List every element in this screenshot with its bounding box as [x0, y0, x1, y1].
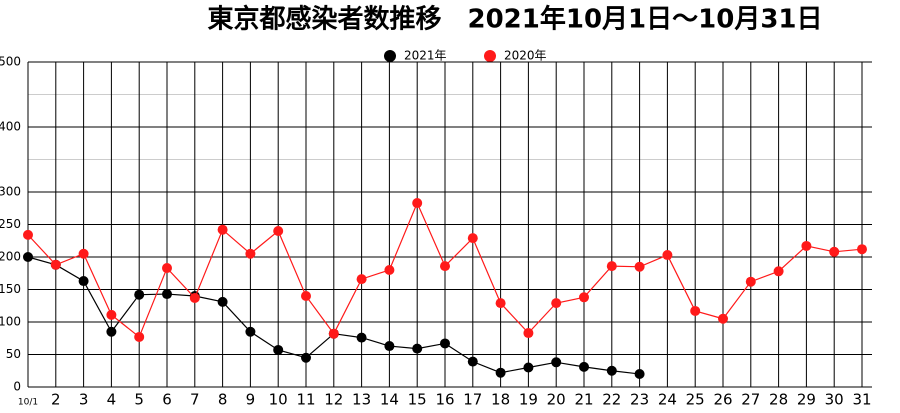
x-tick-label: 21 [574, 391, 593, 409]
data-point [718, 313, 728, 324]
data-point [412, 343, 423, 354]
x-tick-label: 4 [107, 391, 117, 409]
data-point [217, 296, 228, 307]
x-tick-label: 9 [246, 391, 256, 409]
x-tick-label: 22 [602, 391, 621, 409]
data-point [579, 361, 589, 372]
x-tick-label: 11 [296, 391, 315, 409]
data-point [662, 250, 673, 261]
legend: 2021年 2020年 [370, 46, 560, 66]
x-tick-label: 26 [713, 391, 732, 409]
x-tick-label: 28 [769, 391, 788, 409]
data-point [356, 274, 367, 285]
data-point [356, 332, 367, 343]
data-point [384, 341, 395, 352]
y-tick-label: 250 [0, 217, 21, 231]
data-point [551, 298, 562, 309]
x-tick-label: 20 [547, 391, 566, 409]
data-point [328, 328, 339, 339]
data-point [134, 289, 145, 300]
x-tick-label: 10 [269, 391, 288, 409]
data-point [50, 259, 61, 270]
data-point [606, 261, 617, 272]
data-point [773, 266, 784, 277]
y-tick-label: 500 [0, 55, 21, 69]
x-tick-label: 30 [825, 391, 844, 409]
data-point [440, 261, 450, 272]
data-point [467, 233, 478, 244]
data-point [217, 224, 228, 235]
chart-title: 東京都感染者数推移 2021年10月1日～10月31日 [208, 4, 823, 35]
data-point [606, 365, 617, 376]
y-tick-label: 0 [13, 380, 21, 394]
data-point [273, 226, 284, 236]
data-point [106, 309, 117, 320]
x-tick-label: 24 [658, 391, 677, 409]
legend-label: 2021年 [404, 49, 447, 63]
x-tick-label: 16 [435, 391, 454, 409]
y-tick-label: 300 [0, 185, 21, 199]
data-point [162, 289, 172, 300]
x-tick-label: 23 [630, 391, 649, 409]
x-tick-label: 17 [463, 391, 482, 409]
data-point [801, 240, 812, 251]
data-point [467, 356, 478, 367]
data-point [245, 248, 256, 259]
legend-marker [484, 50, 496, 62]
data-point [495, 367, 506, 378]
x-tick-label: 29 [797, 391, 816, 409]
legend-box [370, 46, 560, 66]
data-point [384, 265, 395, 275]
y-tick-label: 150 [0, 282, 21, 296]
y-tick-label: 200 [0, 250, 21, 264]
data-point [857, 244, 867, 255]
data-point [523, 328, 534, 339]
data-point [245, 326, 256, 337]
data-point [495, 298, 506, 309]
data-point [745, 276, 756, 287]
x-tick-label: 7 [190, 391, 200, 409]
data-point [162, 263, 172, 274]
data-point [551, 357, 562, 368]
data-point [634, 261, 645, 272]
x-tick-label: 14 [380, 391, 399, 409]
data-point [301, 291, 311, 301]
data-point [134, 331, 145, 342]
x-tick-label: 6 [162, 391, 172, 409]
data-point [412, 198, 423, 209]
data-point [189, 292, 200, 303]
x-tick-label: 12 [324, 391, 343, 409]
x-tick-label: 3 [79, 391, 89, 409]
x-tick-label: 13 [352, 391, 371, 409]
data-point [78, 248, 89, 259]
legend-marker [384, 50, 396, 62]
data-point [690, 305, 701, 316]
data-point [634, 369, 645, 379]
data-point [106, 326, 117, 337]
y-tick-label: 50 [6, 347, 21, 361]
data-point [273, 344, 284, 355]
y-tick-label: 400 [0, 120, 21, 134]
x-tick-label: 2 [51, 391, 61, 409]
data-point [829, 246, 840, 257]
x-tick-label: 19 [519, 391, 538, 409]
x-tick-label: 5 [134, 391, 144, 409]
y-tick-label: 100 [0, 315, 21, 329]
legend-label: 2020年 [504, 49, 547, 63]
data-point [78, 276, 89, 287]
x-tick-label: 31 [852, 391, 871, 409]
x-tick-label: 15 [408, 391, 427, 409]
data-point [579, 292, 589, 303]
x-tick-label: 18 [491, 391, 510, 409]
data-point [23, 229, 33, 240]
x-tick-label: 27 [741, 391, 760, 409]
data-point [301, 352, 311, 363]
x-tick-label: 25 [686, 391, 705, 409]
data-point [523, 362, 534, 373]
data-point [23, 252, 33, 262]
x-tick-label: 10/1 [18, 398, 38, 408]
x-tick-label: 8 [218, 391, 228, 409]
data-point [440, 338, 450, 349]
